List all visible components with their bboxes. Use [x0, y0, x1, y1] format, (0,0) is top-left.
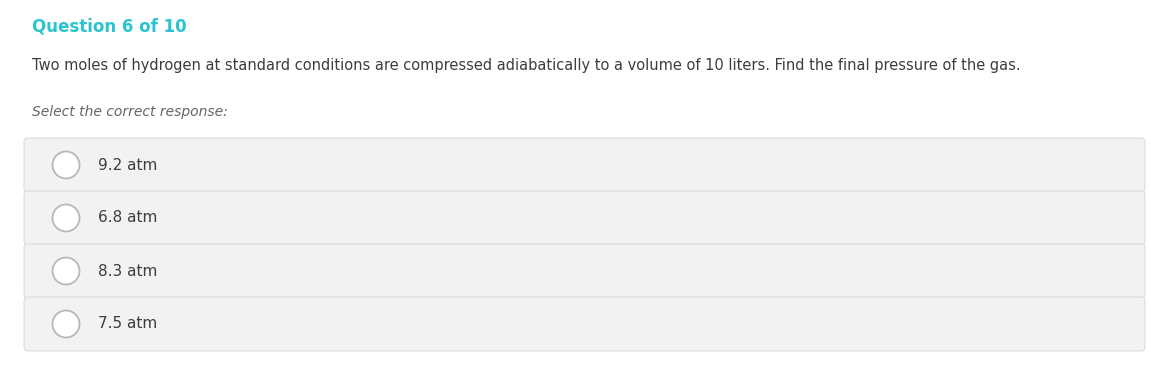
Text: Select the correct response:: Select the correct response: [32, 105, 228, 119]
Circle shape [53, 152, 79, 178]
FancyBboxPatch shape [24, 191, 1145, 245]
FancyBboxPatch shape [24, 138, 1145, 192]
Text: 9.2 atm: 9.2 atm [98, 158, 158, 172]
Text: 8.3 atm: 8.3 atm [98, 264, 158, 279]
Text: 6.8 atm: 6.8 atm [98, 210, 158, 225]
Circle shape [53, 204, 79, 231]
Circle shape [53, 310, 79, 338]
Text: Question 6 of 10: Question 6 of 10 [32, 18, 186, 36]
FancyBboxPatch shape [24, 244, 1145, 298]
Text: 7.5 atm: 7.5 atm [98, 316, 158, 332]
FancyBboxPatch shape [24, 297, 1145, 351]
Circle shape [53, 258, 79, 285]
Text: Two moles of hydrogen at standard conditions are compressed adiabatically to a v: Two moles of hydrogen at standard condit… [32, 58, 1021, 73]
